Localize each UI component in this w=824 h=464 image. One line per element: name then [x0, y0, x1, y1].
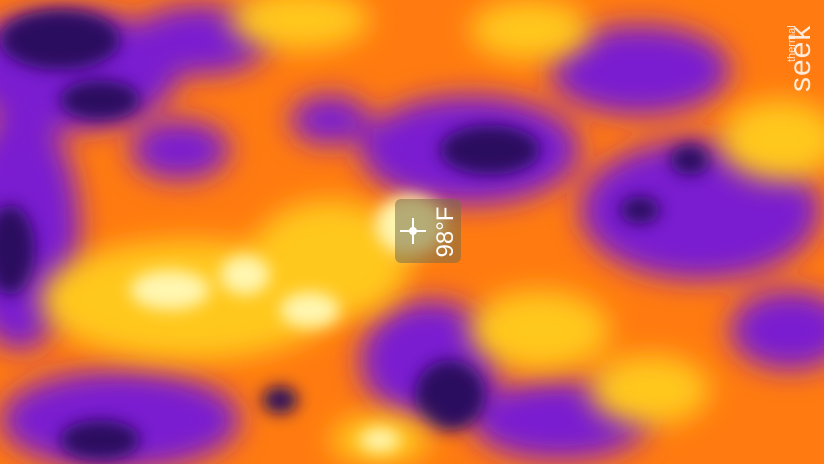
spot-temperature-readout: 98°F	[432, 206, 459, 258]
seek-thermal-logo: seek thermal	[766, 8, 820, 108]
crosshair-icon	[400, 218, 426, 244]
logo-subtitle-text: thermal	[786, 25, 798, 62]
